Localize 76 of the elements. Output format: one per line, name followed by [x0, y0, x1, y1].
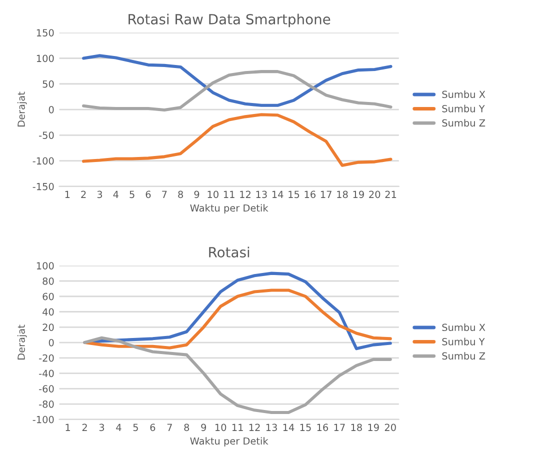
x-tick-label: 12 [240, 190, 250, 198]
x-tick-label: 7 [162, 190, 167, 198]
y-tick-label: 50 [42, 80, 54, 88]
x-tick-label: 4 [116, 424, 122, 431]
y-tick-label: 20 [42, 324, 54, 331]
x-tick-label: 10 [215, 424, 226, 432]
x-tick-label: 4 [113, 190, 118, 198]
x-tick-label: 11 [224, 190, 234, 198]
x-tick-label: 9 [201, 424, 206, 432]
x-tick-label: 3 [99, 424, 104, 432]
line-series [82, 70, 392, 112]
x-tick-label: 5 [133, 424, 138, 432]
x-tick-label: 3 [97, 190, 102, 198]
legend-label: Sumbu Y [442, 104, 485, 112]
y-tick-label: 100 [36, 262, 54, 270]
y-tick-label: -20 [39, 354, 54, 362]
x-tick-label: 20 [369, 190, 380, 198]
x-tick-label: 13 [256, 190, 267, 198]
x-tick-label: 1 [66, 424, 70, 431]
y-axis-title: Derajat [17, 92, 27, 127]
x-tick-label: 15 [300, 424, 311, 432]
line-series [83, 336, 392, 414]
x-tick-label: 1 [65, 190, 70, 198]
y-tick-label: 0 [48, 338, 54, 346]
x-tick-label: 19 [368, 424, 379, 432]
y-tick-label: 100 [36, 54, 54, 62]
x-tick-label: 16 [304, 190, 316, 198]
x-axis-title: Waktu per Detik [190, 437, 268, 447]
y-tick-label: 80 [42, 277, 54, 285]
x-tick-label: 19 [353, 190, 364, 198]
line-series [82, 54, 392, 107]
legend-label: Sumbu Z [442, 119, 486, 127]
x-tick-label: 6 [150, 424, 156, 432]
legend-label: Sumbu Z [442, 352, 486, 360]
x-tick-label: 15 [288, 190, 300, 198]
legend-label: Sumbu X [442, 324, 486, 332]
x-tick-label: 16 [317, 424, 328, 432]
legend-label: Sumbu X [442, 90, 486, 98]
x-tick-label: 5 [130, 190, 134, 198]
x-tick-label: 6 [146, 190, 151, 198]
x-tick-label: 2 [81, 190, 86, 198]
x-tick-label: 12 [249, 424, 260, 431]
x-tick-label: 10 [208, 190, 218, 198]
y-tick-label: -100 [32, 416, 54, 424]
x-tick-label: 2 [82, 424, 87, 431]
x-tick-label: 14 [283, 424, 294, 431]
x-tick-label: 13 [266, 424, 277, 432]
line-series [83, 288, 392, 350]
y-tick-label: -40 [39, 370, 54, 378]
y-tick-label: -80 [39, 400, 54, 408]
legend-label: Sumbu Y [442, 338, 485, 346]
y-tick-label: 0 [48, 106, 54, 114]
x-tick-label: 14 [272, 190, 284, 198]
y-tick-label: 40 [42, 308, 54, 316]
x-tick-label: 20 [384, 424, 396, 432]
chart-title: Rotasi [209, 246, 250, 258]
x-tick-label: 18 [337, 190, 348, 198]
y-tick-label: -60 [39, 385, 54, 392]
y-axis-title: Derajat [17, 324, 27, 360]
x-tick-label: 17 [320, 190, 332, 198]
y-tick-label: 150 [36, 29, 54, 36]
x-tick-label: 7 [167, 424, 172, 431]
x-axis-title: Waktu per Detik [190, 204, 268, 214]
y-tick-label: -150 [32, 182, 54, 190]
chart-title: Rotasi Raw Data Smartphone [128, 14, 330, 28]
x-tick-label: 18 [351, 424, 362, 432]
x-tick-label: 21 [385, 190, 396, 198]
line-series [82, 113, 392, 167]
y-tick-label: 60 [42, 292, 54, 300]
x-tick-label: 8 [178, 190, 183, 198]
x-tick-label: 17 [334, 424, 345, 431]
x-tick-label: 11 [232, 424, 243, 431]
x-tick-label: 8 [184, 424, 190, 432]
x-tick-label: 9 [194, 190, 200, 198]
y-tick-label: -100 [32, 157, 54, 165]
y-tick-label: -50 [39, 132, 54, 139]
